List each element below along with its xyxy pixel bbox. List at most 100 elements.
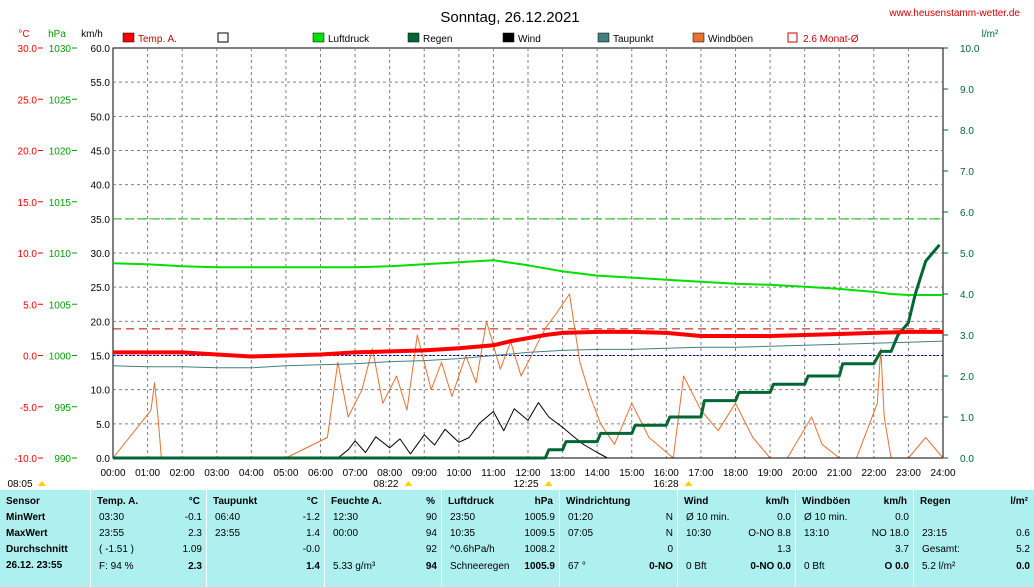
table-cell: -1.2 [302, 512, 320, 523]
wind-tick-label: 35.0 [91, 215, 111, 226]
pressure-tick-label: 1000 [49, 352, 72, 363]
table-cell: 03:30 [99, 512, 125, 523]
series-regen [113, 243, 941, 460]
rain-tick-label: 0.0 [960, 454, 974, 465]
x-tick-label: 02:00 [170, 468, 195, 479]
table-cell: -0.0 [302, 544, 320, 555]
table-cell: Feuchte A. [331, 496, 382, 507]
wind-tick-label: 50.0 [91, 112, 111, 123]
sun-icon [404, 481, 413, 486]
table-cell: ( -1.51 ) [99, 544, 135, 555]
legend-swatch [122, 32, 135, 43]
table-column: Temp. A. °C 03:30 -0.1 23:55 2.3 ( -1.51 ) 1.09… [91, 490, 207, 587]
table-column: Windböen km/h Ø 10 min. 0.0 13:10 NO 18.0 3.7 0… [796, 490, 914, 587]
x-tick-label: 04:00 [239, 468, 264, 479]
temp-tick-label: -10.0 [14, 454, 37, 465]
table-cell: Luftdruck [448, 496, 495, 507]
table-column: Feuchte A.% 12:30 90 00:00 94 92 5.33 g/m³ 94 [325, 490, 442, 587]
wind-tick-label: 55.0 [91, 78, 111, 89]
table-cell: 1.3 [777, 544, 791, 555]
wind-tick-label: 10.0 [91, 386, 111, 397]
table-cell: 92 [425, 544, 437, 555]
legend-label: Regen [423, 34, 452, 45]
table-cell: 67 ° [568, 561, 586, 572]
rain-tick-label: 7.0 [960, 167, 974, 178]
x-tick-label: 06:00 [308, 468, 333, 479]
legend-label: Windböen [708, 34, 753, 45]
table-cell: l/m² [1010, 496, 1028, 507]
x-tick-label: 09:00 [412, 468, 437, 479]
series-temp-a- [113, 329, 943, 359]
table-cell: N [665, 528, 673, 539]
x-tick-label: 08:00 [377, 468, 402, 479]
table-cell: 06:40 [215, 512, 241, 523]
table-cell: Taupunkt [213, 496, 258, 507]
table-cell: km/h [883, 496, 907, 507]
temp-tick-label: 20.0 [18, 147, 38, 158]
table-cell: 1.4 [306, 561, 320, 572]
x-tick-label: 20:00 [792, 468, 817, 479]
table-cell: Ø 10 min. [804, 512, 848, 523]
site-link[interactable]: www.heusenstamm-wetter.de [888, 8, 1020, 19]
table-cell: 23:55 [99, 528, 125, 539]
table-cell: 13:10 [804, 528, 830, 539]
table-cell: 0-NO 0.0 [750, 561, 791, 572]
pressure-tick-label: 995 [54, 403, 71, 414]
table-cell: 1.09 [182, 544, 202, 555]
x-tick-label: 21:00 [827, 468, 852, 479]
table-cell: 26.12. 23:55 [6, 560, 63, 571]
table-cell: 1005.9 [524, 512, 555, 523]
legend-label: Luftdruck [328, 34, 370, 45]
x-tick-label: 15:00 [619, 468, 644, 479]
sun-marker-label: 12:25 [513, 479, 538, 490]
pressure-tick-label: 990 [54, 454, 71, 465]
table-column: Wind km/h Ø 10 min. 0.0 10:30 O-NO 8.8 1.3 0 Bf… [678, 490, 796, 587]
wind-tick-label: 5.0 [96, 420, 110, 431]
grid [112, 47, 944, 459]
rain-tick-label: 1.0 [960, 413, 974, 424]
x-tick-label: 12:00 [515, 468, 540, 479]
wind-tick-label: 0.0 [96, 454, 110, 465]
x-tick-label: 05:00 [273, 468, 298, 479]
table-cell: O-NO 8.8 [748, 528, 791, 539]
x-tick-label: 03:00 [204, 468, 229, 479]
table-cell: 0-NO [649, 561, 673, 572]
sun-marker-label: 08:22 [373, 479, 398, 490]
temp-tick-label: 15.0 [18, 198, 38, 209]
x-tick-label: 10:00 [446, 468, 471, 479]
x-tick-label: 07:00 [343, 468, 368, 479]
table-cell: % [426, 496, 435, 507]
x-tick-label: 19:00 [758, 468, 783, 479]
rain-tick-label: 4.0 [960, 290, 974, 301]
chart-title: Sonntag, 26.12.2021 [440, 9, 579, 26]
legend-swatch [597, 32, 610, 43]
table-column: Luftdruck hPa 23:50 1005.9 10:35 1009.5 ^0.6hP… [442, 490, 560, 587]
table-cell: NO 18.0 [871, 528, 909, 539]
x-tick-label: 22:00 [861, 468, 886, 479]
summary-table: Sensor MinWert MaxWert Durchschnitt 26.12. 2… [0, 490, 1034, 587]
table-cell: Gesamt: [922, 544, 960, 555]
table-cell: Windrichtung [566, 496, 631, 507]
x-tick-label: 01:00 [135, 468, 160, 479]
table-cell: 5.33 g/m³ [333, 561, 376, 572]
legend: Temp. A. Luftdruck Regen Wind Taupunkt Windbö… [122, 32, 859, 45]
table-cell: 07:05 [568, 528, 594, 539]
table-cell: km/h [765, 496, 789, 507]
sun-marker-label: 16:28 [654, 479, 679, 490]
table-cell: 0.6 [1016, 528, 1030, 539]
table-cell: 1009.5 [524, 528, 555, 539]
table-cell: 90 [425, 512, 437, 523]
table-cell: F: 94 % [99, 561, 134, 572]
wind-tick-label: 20.0 [91, 317, 111, 328]
sun-markers: 08:05 08:22 12:25 16:28 [7, 479, 693, 490]
wind-tick-label: 40.0 [91, 181, 111, 192]
pressure-tick-label: 1005 [49, 300, 72, 311]
legend-swatch [787, 32, 798, 43]
rain-tick-label: 9.0 [960, 85, 974, 96]
legend-swatch [217, 32, 229, 43]
table-cell: ^0.6hPa/h [450, 544, 495, 555]
table-cell: 0 Bft [686, 561, 707, 572]
table-cell: 01:20 [568, 512, 594, 523]
x-tick-label: 23:00 [896, 468, 921, 479]
pressure-tick-label: 1020 [49, 147, 72, 158]
